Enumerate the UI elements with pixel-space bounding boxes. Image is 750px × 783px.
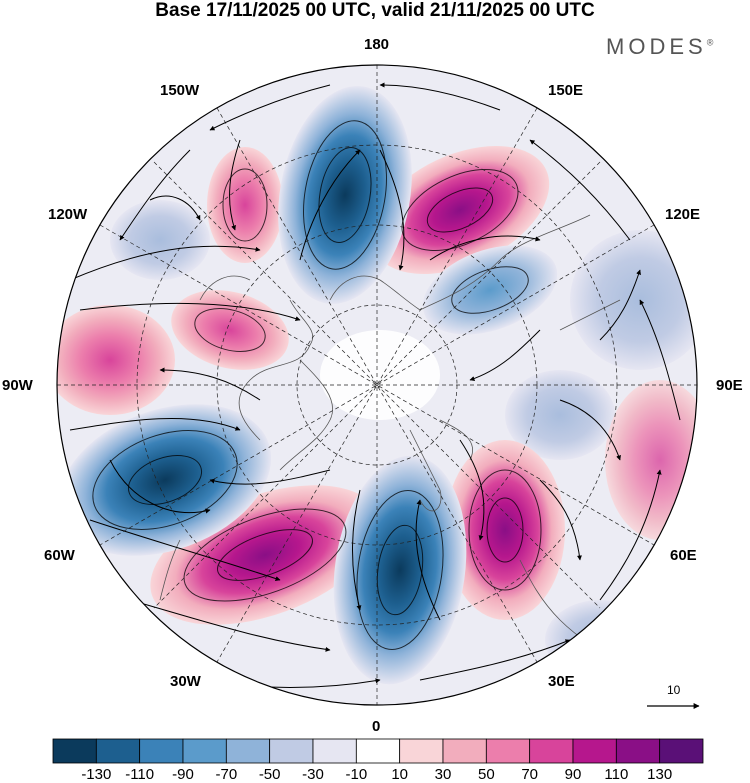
anomaly-iceland-negative xyxy=(333,455,467,685)
colorbar-swatch xyxy=(355,738,401,764)
lon-label-90w: 90W xyxy=(2,377,33,394)
modes-logo: MODES® xyxy=(606,34,713,60)
lon-label-30e: 30E xyxy=(548,673,575,690)
colorbar xyxy=(52,738,704,764)
colorbar-swatch xyxy=(312,738,357,764)
anomaly-bering-negative xyxy=(278,86,412,304)
colorbar-swatch xyxy=(442,738,487,764)
colorbar-tick-label: -10 xyxy=(345,766,368,783)
colorbar-tick-label: -130 xyxy=(81,766,112,783)
lon-label-120e: 120E xyxy=(665,206,701,223)
colorbar-tick-label: -50 xyxy=(258,766,281,783)
colorbar-tick-label: -30 xyxy=(302,766,324,783)
reference-vector-label: 10 xyxy=(667,683,681,697)
anomaly-pacific-weak xyxy=(110,200,210,280)
colorbar-tick-label: 110 xyxy=(604,766,629,783)
anomaly-europe-positive xyxy=(445,440,565,620)
coastlines xyxy=(159,214,621,661)
lon-label-0: 0 xyxy=(372,718,381,735)
colorbar-swatch xyxy=(485,738,531,764)
lon-label-60w: 60W xyxy=(44,547,75,564)
lon-label-180: 180 xyxy=(364,36,390,53)
colorbar-tick-label: -110 xyxy=(125,766,155,783)
graticule xyxy=(57,65,697,705)
colorbar-swatch xyxy=(182,738,227,764)
colorbar-swatch xyxy=(95,738,141,764)
lon-label-150e: 150E xyxy=(548,82,584,99)
lon-label-150w: 150W xyxy=(160,82,200,99)
colorbar-swatch xyxy=(615,738,661,764)
anomaly-labrador-negative xyxy=(58,404,272,556)
colorbar-tick-label: 70 xyxy=(521,766,538,783)
colorbar-swatch xyxy=(225,738,271,764)
lon-label-60e: 60E xyxy=(670,547,697,564)
colorbar-tick-label: 50 xyxy=(477,766,495,783)
colorbar-tick-label: 30 xyxy=(434,766,452,783)
colorbar-swatch xyxy=(659,738,704,764)
colorbar-swatch xyxy=(529,738,574,764)
colorbar-tick-label: 130 xyxy=(647,766,673,783)
colorbar-tick-label: -70 xyxy=(215,766,238,783)
anomaly-arctic-negative xyxy=(422,245,558,335)
chart-title: Base 17/11/2025 00 UTC, valid 21/11/2025… xyxy=(155,0,595,21)
colorbar-swatch xyxy=(572,738,617,764)
colorbar-swatch xyxy=(139,738,184,764)
anomaly-east-weak xyxy=(505,370,615,460)
lon-label-120w: 120W xyxy=(48,206,88,223)
lon-label-30w: 30W xyxy=(170,673,201,690)
colorbar-tick-label: 90 xyxy=(564,766,582,783)
brand-text: MODES xyxy=(606,34,707,59)
colorbar-tick-label: 10 xyxy=(391,766,408,783)
anomaly-pole-neutral xyxy=(320,330,440,420)
anomaly-alaska-positive xyxy=(207,147,283,263)
colorbar-swatch xyxy=(52,738,97,764)
anomaly-west-positive xyxy=(57,305,175,415)
anomaly-east-positive xyxy=(605,380,697,540)
colorbar-tick-label: -90 xyxy=(172,766,194,783)
anomaly-field xyxy=(57,65,697,705)
map-border xyxy=(56,64,698,706)
brand-registered-mark: ® xyxy=(706,37,714,48)
lon-label-90e: 90E xyxy=(716,377,743,394)
colorbar-swatch xyxy=(399,738,444,764)
anomaly-south-east-weak xyxy=(545,600,655,680)
streamlines xyxy=(69,82,681,688)
colorbar-swatch xyxy=(269,738,314,764)
anomaly-siberia-positive xyxy=(370,145,550,275)
